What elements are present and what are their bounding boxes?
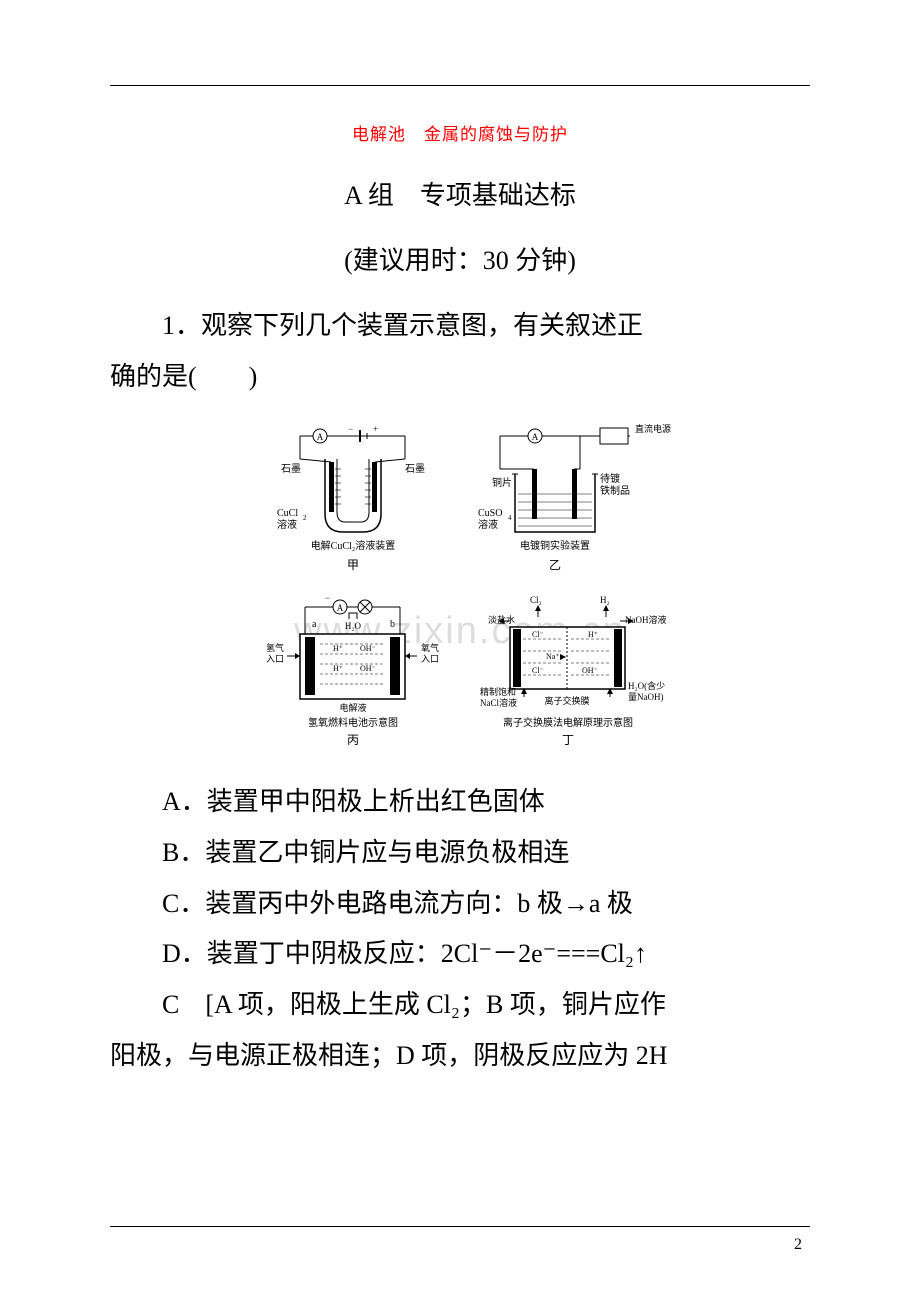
svg-text:石墨: 石墨 bbox=[405, 463, 425, 475]
svg-text:溶液: 溶液 bbox=[277, 518, 297, 531]
svg-text:溶液: 溶液 bbox=[478, 518, 498, 531]
option-c: C．装置丙中外电路电流方向：b 极→a 极 bbox=[110, 879, 810, 930]
svg-text:b: b bbox=[390, 619, 395, 630]
svg-text:CuCl: CuCl bbox=[277, 508, 298, 519]
svg-text:NaCl溶液: NaCl溶液 bbox=[480, 697, 517, 708]
svg-text:电镀铜实验装置: 电镀铜实验装置 bbox=[520, 539, 590, 552]
svg-text:Cl⁻: Cl⁻ bbox=[532, 630, 544, 639]
answer-line-1: C [A 项，阳极上生成 Cl₂；B 项，铜片应作 bbox=[110, 980, 810, 1031]
svg-text:甲: 甲 bbox=[347, 558, 359, 572]
svg-text:H₂O(含少: H₂O(含少 bbox=[628, 680, 665, 691]
svg-text:铁制品: 铁制品 bbox=[600, 484, 630, 497]
panel-bing: A − a b H₂O bbox=[266, 593, 439, 747]
svg-text:2: 2 bbox=[303, 514, 307, 522]
svg-text:A: A bbox=[532, 432, 539, 442]
group-heading: A 组 专项基础达标 bbox=[110, 175, 810, 212]
svg-text:电解液: 电解液 bbox=[339, 702, 366, 713]
panel-ding: Cl₂ H₂ 淡盐水 NaOH溶液 bbox=[480, 595, 667, 747]
top-horizontal-rule bbox=[110, 85, 810, 86]
svg-text:石墨: 石墨 bbox=[281, 463, 301, 475]
svg-text:丁: 丁 bbox=[562, 733, 574, 747]
svg-text:A: A bbox=[337, 603, 344, 613]
svg-text:H⁺: H⁺ bbox=[333, 644, 343, 653]
svg-text:电解CuCl₂溶液装置: 电解CuCl₂溶液装置 bbox=[311, 539, 396, 552]
svg-text:氢氧燃料电池示意图: 氢氧燃料电池示意图 bbox=[308, 716, 398, 729]
svg-text:入口: 入口 bbox=[266, 654, 284, 664]
svg-text:离子交换膜法电解原理示意图: 离子交换膜法电解原理示意图 bbox=[503, 716, 633, 729]
svg-text:OH⁻: OH⁻ bbox=[582, 666, 598, 675]
svg-text:H⁺: H⁺ bbox=[333, 664, 343, 673]
svg-text:4: 4 bbox=[508, 514, 512, 522]
figure-diagram-block: A − + bbox=[110, 414, 810, 759]
panel-yi: A 直流电源 bbox=[478, 423, 671, 572]
time-suggestion: (建议用时：30 分钟) bbox=[110, 240, 810, 277]
option-b: B．装置乙中铜片应与电源负极相连 bbox=[110, 828, 810, 879]
svg-text:H₂O: H₂O bbox=[345, 621, 362, 631]
svg-text:OH⁻: OH⁻ bbox=[360, 644, 376, 653]
option-a: A．装置甲中阳极上析出红色固体 bbox=[110, 777, 810, 828]
svg-text:量NaOH): 量NaOH) bbox=[628, 692, 664, 702]
svg-text:铜片: 铜片 bbox=[492, 476, 512, 489]
svg-text:NaOH溶液: NaOH溶液 bbox=[625, 614, 667, 625]
document-title: 电解池 金属的腐蚀与防护 bbox=[110, 120, 810, 145]
question-1-stem-line1: 1．观察下列几个装置示意图，有关叙述正 bbox=[110, 301, 810, 352]
svg-text:直流电源: 直流电源 bbox=[635, 423, 671, 434]
svg-text:H⁺: H⁺ bbox=[588, 630, 598, 639]
answer-line-2: 阳极，与电源正极相连；D 项，阴极反应应为 2H bbox=[110, 1031, 810, 1082]
svg-text:精制饱和: 精制饱和 bbox=[480, 686, 516, 697]
bottom-horizontal-rule bbox=[110, 1226, 810, 1227]
svg-text:A: A bbox=[317, 432, 324, 442]
svg-text:Na⁺: Na⁺ bbox=[546, 652, 560, 661]
panel-jia: A − + bbox=[277, 424, 425, 572]
svg-text:H₂: H₂ bbox=[600, 595, 610, 605]
svg-text:a: a bbox=[312, 619, 317, 630]
svg-text:+: + bbox=[373, 424, 378, 434]
question-1-stem-line2: 确的是( ) bbox=[110, 352, 810, 403]
svg-text:Cl₂: Cl₂ bbox=[530, 595, 542, 605]
svg-text:待镀: 待镀 bbox=[600, 472, 620, 485]
option-d: D．装置丁中阴极反应：2Cl⁻－2e⁻===Cl₂↑ bbox=[110, 929, 810, 980]
svg-text:氢气: 氢气 bbox=[266, 642, 284, 653]
svg-text:OH⁻: OH⁻ bbox=[360, 664, 376, 673]
svg-text:入口: 入口 bbox=[421, 654, 439, 664]
svg-text:−: − bbox=[348, 424, 353, 434]
four-device-diagram: A − + bbox=[245, 414, 675, 754]
svg-text:−: − bbox=[325, 593, 330, 603]
svg-text:氧气: 氧气 bbox=[421, 642, 439, 653]
svg-text:离子交换膜: 离子交换膜 bbox=[544, 695, 589, 706]
svg-text:丙: 丙 bbox=[347, 733, 359, 747]
svg-text:Cl⁻: Cl⁻ bbox=[532, 666, 544, 675]
svg-text:CuSO: CuSO bbox=[478, 508, 502, 519]
page-number: 2 bbox=[794, 1236, 802, 1254]
svg-text:乙: 乙 bbox=[549, 558, 561, 572]
